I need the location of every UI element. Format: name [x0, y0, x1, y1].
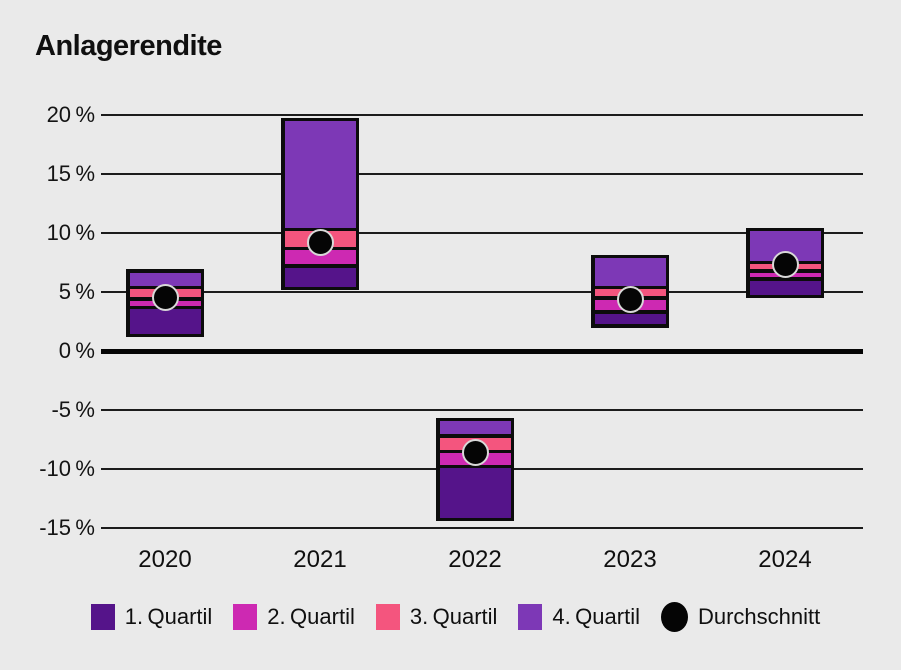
gridline [101, 527, 863, 529]
x-axis-label: 2020 [138, 546, 192, 573]
gridline [101, 291, 863, 293]
legend-label: 3. Quartil [409, 604, 498, 629]
average-dot [151, 284, 179, 312]
bar-2021 [281, 117, 359, 291]
durchschnitt-marker-icon [660, 602, 688, 632]
quartile-4-segment [439, 421, 511, 435]
y-axis-label: -5 % [51, 397, 95, 422]
legend-item: 4. Quartil [518, 604, 640, 630]
y-axis-label: 20 % [46, 102, 95, 127]
quartile-1-segment [439, 468, 511, 518]
plot-area: 20 % 15 % 10 % 5 % 0 % -5 % -10 % -15 % 2020 2021… [39, 102, 863, 573]
gridline [101, 114, 863, 116]
gridline [101, 173, 863, 175]
average-dot [461, 438, 489, 466]
average-dot [616, 285, 644, 313]
legend-item: 2. Quartil [233, 604, 355, 630]
y-axis-label: -10 % [39, 456, 95, 481]
average-dot [771, 251, 799, 279]
quartil-swatch-icon [90, 604, 115, 630]
quartile-4-segment [129, 272, 201, 286]
x-axis-label: 2022 [448, 546, 502, 573]
x-axis-label: 2023 [603, 546, 657, 573]
legend-label: 2. Quartil [267, 604, 355, 629]
quartile-4-segment [284, 121, 356, 228]
legend-item: 3. Quartil [375, 604, 498, 630]
y-axis-label: 5 % [58, 279, 95, 304]
y-axis-label: 0 % [58, 338, 95, 363]
quartile-1-segment [594, 313, 666, 325]
legend-label: Durchschnitt [697, 604, 821, 629]
y-axis-label: 15 % [46, 161, 95, 186]
x-axis-label: 2021 [293, 546, 347, 573]
quartile-1-segment [129, 309, 201, 334]
quartile-2-segment [284, 250, 356, 265]
quartil-swatch-icon [375, 604, 400, 630]
gridline [101, 232, 863, 234]
zero-gridline [101, 348, 863, 354]
quartil-swatch-icon [518, 604, 543, 630]
legend-item: 1. Quartil [90, 604, 213, 630]
legend: 1. Quartil 2. Quartil 3. Quartil 4. Quartil… [40, 602, 871, 632]
legend-item: Durchschnitt [660, 602, 821, 632]
y-axis-label: 10 % [46, 220, 95, 245]
x-axis-label: 2024 [758, 546, 812, 573]
bar-2022 [436, 417, 514, 522]
legend-label: 4. Quartil [552, 604, 640, 629]
quartile-1-segment [284, 267, 356, 287]
average-dot [306, 228, 334, 256]
gridline [101, 409, 863, 411]
legend-label: 1. Quartil [124, 604, 213, 629]
quartil-swatch-icon [233, 604, 258, 630]
quartile-1-segment [749, 280, 821, 295]
quartile-4-segment [594, 258, 666, 286]
y-axis-label: -15 % [39, 515, 95, 540]
chart-title: Anlagerendite [35, 30, 222, 62]
